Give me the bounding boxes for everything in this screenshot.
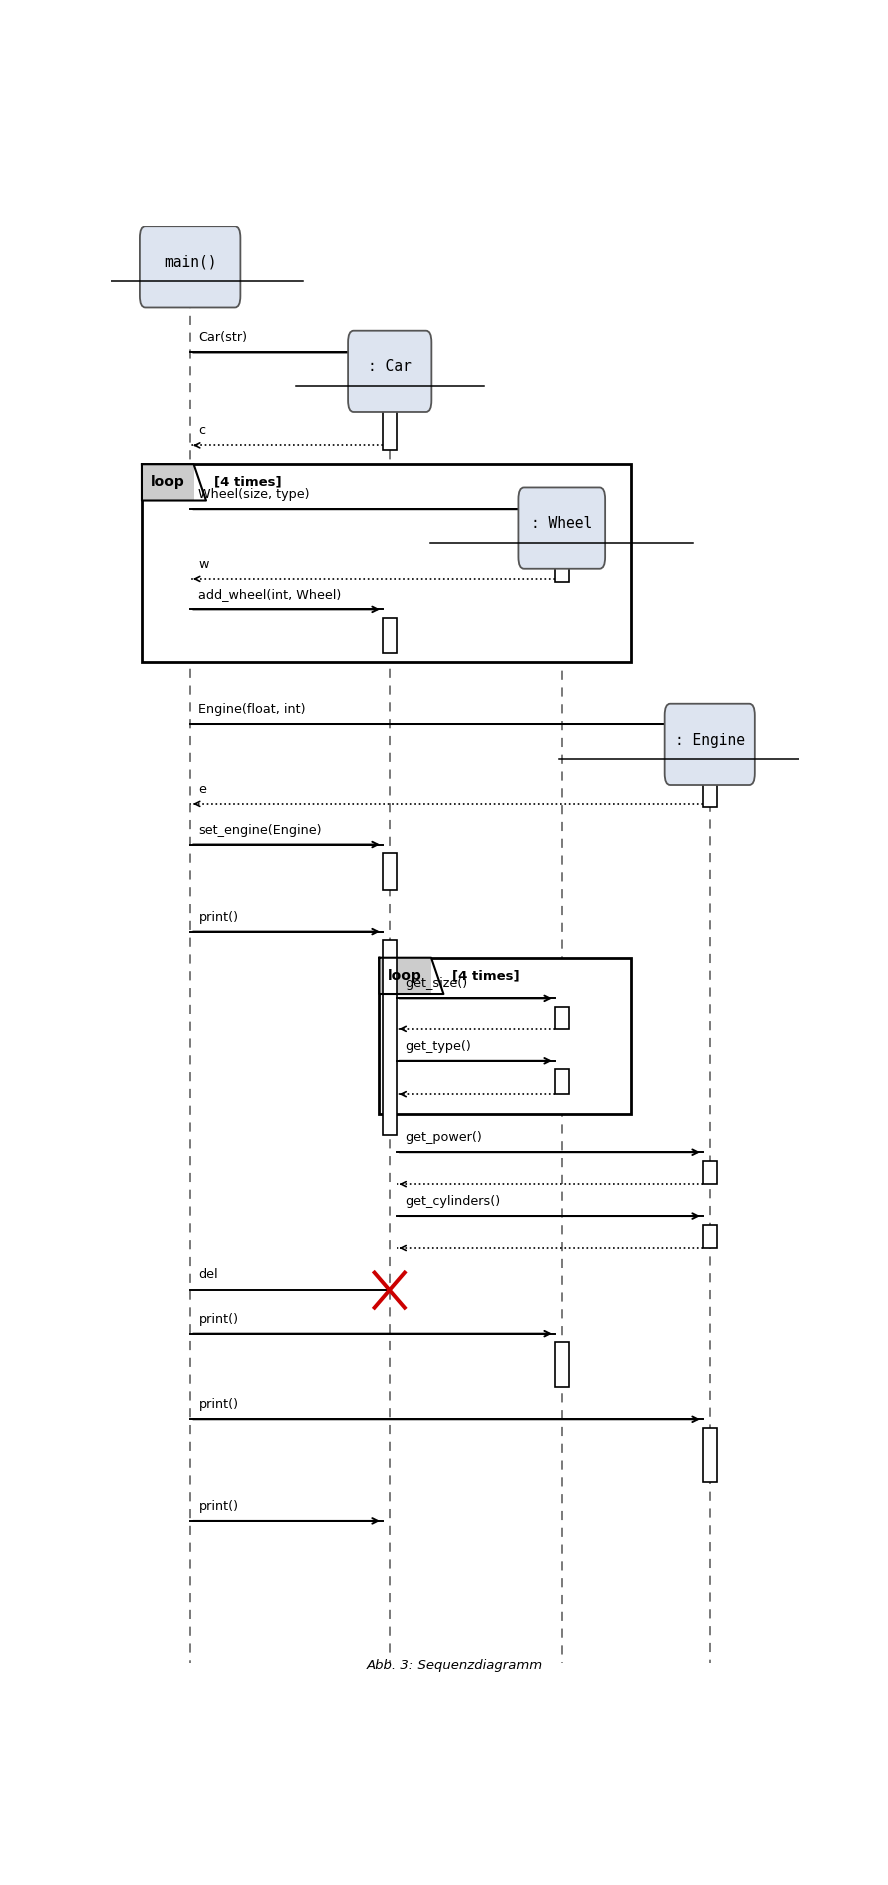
Bar <box>703 1161 717 1184</box>
Text: print(): print() <box>198 1312 238 1325</box>
Bar <box>383 941 397 1135</box>
Text: print(): print() <box>198 1399 238 1412</box>
Text: Car(str): Car(str) <box>198 332 248 345</box>
Bar <box>703 1429 717 1482</box>
Bar <box>555 1342 568 1387</box>
Bar <box>142 464 630 662</box>
Bar <box>703 775 717 807</box>
Text: get_cylinders(): get_cylinders() <box>405 1195 500 1208</box>
Bar <box>555 1007 568 1029</box>
Text: [4 times]: [4 times] <box>452 969 519 982</box>
Text: : Engine: : Engine <box>675 733 745 748</box>
Bar <box>555 1069 568 1093</box>
Text: Abb. 3: Sequenzdiagramm: Abb. 3: Sequenzdiagramm <box>367 1659 543 1672</box>
Bar <box>703 1225 717 1248</box>
Text: set_engine(Engine): set_engine(Engine) <box>198 824 322 837</box>
Text: e: e <box>198 782 206 795</box>
FancyBboxPatch shape <box>348 330 432 413</box>
Text: loop: loop <box>151 475 185 490</box>
Text: [4 times]: [4 times] <box>214 475 281 488</box>
Text: w: w <box>198 558 209 571</box>
Bar <box>142 464 194 501</box>
Text: main(): main() <box>164 254 217 270</box>
Text: add_wheel(int, Wheel): add_wheel(int, Wheel) <box>198 588 342 601</box>
Text: loop: loop <box>388 969 422 982</box>
FancyBboxPatch shape <box>519 488 605 569</box>
Text: get_power(): get_power() <box>405 1131 481 1144</box>
Bar <box>383 403 397 451</box>
Bar <box>555 558 568 582</box>
Text: print(): print() <box>198 910 238 924</box>
Text: print(): print() <box>198 1500 238 1514</box>
Bar <box>379 958 431 993</box>
Text: Wheel(size, type): Wheel(size, type) <box>198 488 310 501</box>
Bar <box>379 958 630 1114</box>
Text: get_size(): get_size() <box>405 978 467 990</box>
Text: : Wheel: : Wheel <box>531 516 592 532</box>
Bar <box>383 854 397 890</box>
FancyBboxPatch shape <box>140 226 241 307</box>
Text: c: c <box>198 424 205 437</box>
Text: del: del <box>198 1269 218 1282</box>
Bar <box>383 618 397 652</box>
FancyBboxPatch shape <box>664 703 755 784</box>
Text: : Car: : Car <box>368 360 412 375</box>
Text: Engine(float, int): Engine(float, int) <box>198 703 305 716</box>
Text: get_type(): get_type() <box>405 1041 471 1054</box>
